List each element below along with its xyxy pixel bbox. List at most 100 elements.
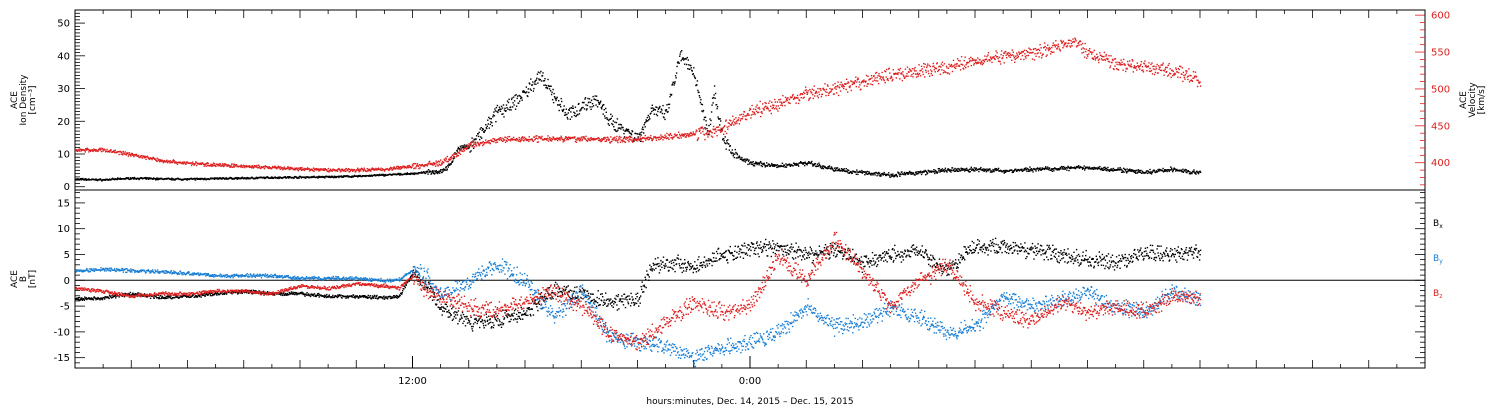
data-point [1037, 48, 1040, 50]
data-point [690, 64, 692, 67]
data-point [681, 50, 683, 52]
data-point [955, 65, 957, 67]
data-point [1052, 168, 1054, 170]
data-point [1103, 51, 1106, 54]
data-point [946, 169, 949, 171]
data-point [874, 174, 876, 176]
data-point [370, 168, 373, 171]
data-point [712, 125, 715, 128]
data-point [1061, 165, 1063, 168]
data-point [96, 297, 98, 300]
data-point [690, 132, 692, 135]
data-point [474, 141, 476, 143]
data-point [968, 57, 970, 60]
data-point [768, 163, 770, 166]
data-point [808, 99, 810, 101]
data-point [499, 108, 501, 110]
data-point [929, 171, 931, 173]
data-point [1038, 168, 1041, 170]
data-point [1073, 41, 1076, 43]
data-point [857, 77, 859, 79]
y-tick-label: -5 [60, 302, 70, 313]
data-point [558, 109, 560, 112]
data-point [901, 73, 903, 75]
data-point [953, 170, 956, 172]
data-point [732, 120, 734, 122]
data-point [1087, 49, 1089, 52]
data-point [689, 132, 691, 135]
data-point [804, 161, 806, 163]
data-point [482, 128, 484, 131]
data-point [636, 133, 639, 135]
data-point [1169, 68, 1171, 70]
y-tick-label: 20 [57, 117, 70, 128]
right-y-axis-label-line: ACE [1459, 91, 1469, 109]
data-point [1018, 51, 1020, 53]
data-point [1136, 69, 1138, 71]
data-point [541, 135, 543, 138]
data-point [865, 80, 867, 82]
data-point [508, 109, 511, 111]
data-point [583, 101, 585, 104]
data-point [643, 132, 645, 134]
data-point [859, 84, 861, 86]
data-point [1012, 54, 1014, 56]
data-point [619, 138, 621, 140]
data-point [644, 137, 646, 140]
data-point [740, 118, 742, 120]
data-point [817, 165, 820, 167]
data-point [878, 172, 881, 174]
data-point [605, 137, 607, 139]
data-point [898, 172, 900, 174]
data-point [627, 130, 629, 132]
data-point [597, 100, 599, 102]
data-point [1102, 169, 1105, 171]
data-point [549, 90, 552, 92]
data-point [1054, 46, 1056, 48]
data-point [770, 112, 772, 115]
data-point [813, 85, 815, 87]
data-point [989, 60, 991, 62]
data-point [306, 167, 309, 169]
data-point [480, 127, 482, 129]
data-point [629, 136, 632, 139]
data-point [150, 157, 153, 160]
data-point [199, 163, 201, 165]
data-point [448, 158, 450, 160]
data-point [771, 101, 773, 103]
right-y-axis-label-line: [km/s] [1477, 86, 1487, 115]
data-point [1064, 43, 1067, 45]
data-point [586, 140, 589, 142]
data-point [94, 148, 96, 151]
data-point [1022, 51, 1025, 53]
data-point [1034, 168, 1037, 170]
data-point [528, 82, 530, 84]
data-point [652, 109, 654, 112]
data-point [252, 289, 255, 291]
data-point [234, 163, 236, 165]
data-point [723, 126, 725, 128]
data-point [310, 176, 313, 179]
data-point [106, 148, 108, 151]
data-point [892, 69, 894, 71]
data-point [822, 167, 825, 170]
data-point [980, 166, 982, 169]
data-point [398, 167, 400, 169]
data-point [655, 137, 657, 139]
data-point [1049, 47, 1051, 50]
data-point [108, 151, 111, 153]
data-point [939, 169, 942, 171]
data-point [603, 109, 605, 111]
data-point [664, 109, 667, 111]
data-point [767, 107, 769, 109]
data-point [347, 169, 349, 171]
data-point [1112, 170, 1114, 172]
data-point [881, 71, 883, 74]
data-point [155, 159, 157, 161]
data-point [170, 179, 173, 181]
data-point [867, 172, 870, 175]
data-point [807, 90, 809, 92]
data-point [1020, 58, 1022, 60]
data-point [1163, 70, 1166, 72]
